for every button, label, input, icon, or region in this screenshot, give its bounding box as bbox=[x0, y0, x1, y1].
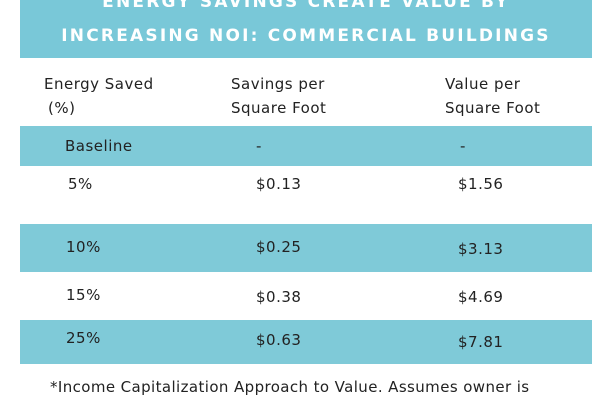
cell-energy-saved: 15% bbox=[66, 286, 101, 304]
table-title-band: ENERGY SAVINGS CREATE VALUE BY INCREASIN… bbox=[20, 0, 592, 58]
cell-value: - bbox=[460, 137, 466, 155]
header-value-line-2: Square Foot bbox=[445, 99, 541, 117]
cell-savings: $0.38 bbox=[256, 288, 302, 306]
cell-energy-saved: 10% bbox=[66, 238, 101, 256]
table-row: 10% $0.25 $3.13 bbox=[20, 224, 592, 272]
table-row: 15% $0.38 $4.69 bbox=[20, 272, 592, 320]
header-energy-saved-line-1: Energy Saved bbox=[44, 75, 154, 93]
cell-value: $3.13 bbox=[458, 240, 504, 258]
cell-value: $1.56 bbox=[458, 175, 504, 193]
savings-table: ENERGY SAVINGS CREATE VALUE BY INCREASIN… bbox=[20, 0, 592, 364]
table-header-row: Energy Saved (%) Savings per Square Foot… bbox=[20, 58, 592, 126]
header-energy-saved-line-2: (%) bbox=[48, 99, 76, 117]
cell-energy-saved: Baseline bbox=[65, 137, 133, 155]
table-title-line-2: INCREASING NOI: COMMERCIAL BUILDINGS bbox=[61, 26, 551, 46]
cell-savings: - bbox=[256, 137, 262, 155]
table-row: Baseline - - bbox=[20, 126, 592, 166]
table-title-line-1: ENERGY SAVINGS CREATE VALUE BY bbox=[102, 0, 510, 12]
cell-value: $7.81 bbox=[458, 333, 504, 351]
cell-savings: $0.63 bbox=[256, 331, 302, 349]
cell-savings: $0.13 bbox=[256, 175, 302, 193]
footnote: *Income Capitalization Approach to Value… bbox=[50, 378, 530, 396]
table-row: 5% $0.13 $1.56 bbox=[20, 166, 592, 224]
header-value-line-1: Value per bbox=[445, 75, 521, 93]
table-row: 25% $0.63 $7.81 bbox=[20, 320, 592, 364]
header-savings-line-1: Savings per bbox=[231, 75, 325, 93]
cell-savings: $0.25 bbox=[256, 238, 302, 256]
cell-energy-saved: 5% bbox=[68, 175, 93, 193]
header-savings-line-2: Square Foot bbox=[231, 99, 327, 117]
cell-energy-saved: 25% bbox=[66, 329, 101, 347]
cell-value: $4.69 bbox=[458, 288, 504, 306]
